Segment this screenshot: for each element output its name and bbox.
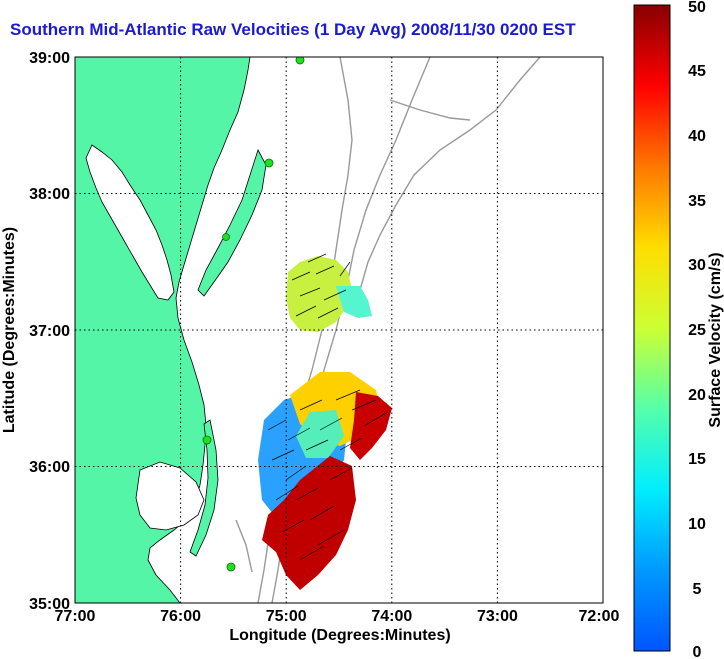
velocity-patch-south-cyan (296, 410, 344, 458)
y-axis: 39:00 38:00 37:00 36:00 35:00 Latitude (… (1, 50, 70, 613)
colorbar-tick: 45 (688, 63, 706, 80)
colorbar-tick: 30 (688, 257, 706, 274)
map-grid (75, 57, 603, 603)
x-axis-label: Longitude (Degrees:Minutes) (229, 627, 450, 644)
colorbar-tick: 0 (693, 644, 702, 659)
x-tick-label: 75:00 (266, 608, 307, 625)
plot-frame (74, 56, 604, 604)
colorbar-tick: 25 (688, 322, 706, 339)
colorbar: 50 45 40 35 30 25 20 15 10 5 0 Surface V… (633, 0, 724, 659)
eastern-shore (197, 148, 267, 297)
colorbar-tick: 5 (693, 581, 702, 598)
x-tick-label: 77:00 (55, 608, 96, 625)
colorbar-tick: 20 (688, 387, 706, 404)
y-tick-label: 39:00 (29, 50, 70, 67)
pamlico-sound (135, 461, 205, 531)
y-tick-label: 35:00 (29, 596, 70, 613)
x-tick-label: 74:00 (371, 608, 412, 625)
velocity-patch-north-cyan (336, 286, 372, 318)
x-axis: 77:00 76:00 75:00 74:00 73:00 72:00 Long… (55, 608, 620, 644)
colorbar-gradient (633, 4, 671, 652)
velocity-vectors (267, 253, 389, 561)
colorbar-tick: 15 (688, 451, 706, 468)
map-title: Southern Mid-Atlantic Raw Velocities (1 … (10, 20, 576, 39)
outer-banks (189, 419, 219, 557)
colorbar-label: Surface Velocity (cm/s) (707, 252, 724, 427)
radar-stations (202, 57, 305, 572)
chesapeake-bay (85, 144, 175, 301)
x-tick-label: 72:00 (579, 608, 620, 625)
colorbar-tick: 10 (688, 516, 706, 533)
x-tick-label: 73:00 (477, 608, 518, 625)
y-tick-label: 38:00 (29, 186, 70, 203)
colorbar-tick: 50 (688, 0, 706, 16)
y-axis-label: Latitude (Degrees:Minutes) (1, 227, 18, 433)
velocity-patch-northeast-red (350, 392, 392, 460)
x-tick-label: 76:00 (160, 608, 201, 625)
y-tick-label: 37:00 (29, 323, 70, 340)
y-tick-label: 36:00 (29, 459, 70, 476)
colorbar-tick: 40 (688, 128, 706, 145)
velocity-patch-south-red (262, 456, 356, 590)
colorbar-tick: 35 (688, 193, 706, 210)
